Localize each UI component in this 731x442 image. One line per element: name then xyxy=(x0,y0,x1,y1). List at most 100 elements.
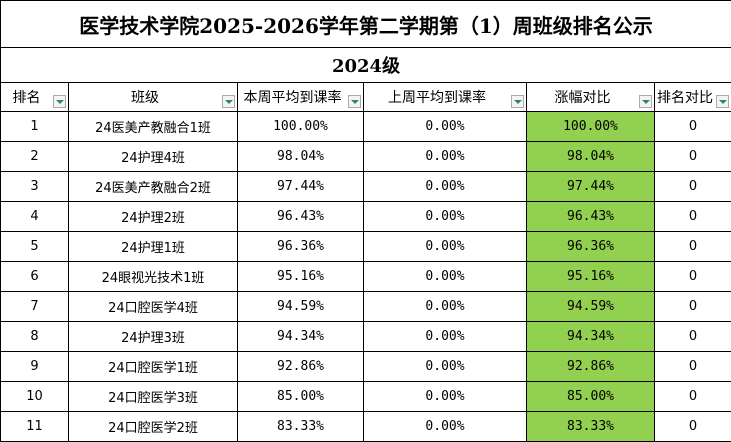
data-cell: 95.16% xyxy=(238,262,364,292)
data-cell: 0.00% xyxy=(364,202,527,232)
data-cell: 94.34% xyxy=(238,322,364,352)
header-row: 排名班级本周平均到课率上周平均到课率涨幅对比排名对比 xyxy=(1,83,731,112)
filter-button[interactable] xyxy=(53,95,66,108)
data-cell: 0 xyxy=(655,412,731,442)
header-cell: 本周平均到课率 xyxy=(238,83,364,112)
data-cell: 92.86% xyxy=(527,352,655,382)
data-cell: 96.36% xyxy=(527,232,655,262)
filter-button[interactable] xyxy=(348,95,361,108)
data-cell: 95.16% xyxy=(527,262,655,292)
data-cell: 24护理4班 xyxy=(69,142,238,172)
data-cell: 97.44% xyxy=(238,172,364,202)
data-cell: 24眼视光技术1班 xyxy=(69,262,238,292)
data-cell: 0 xyxy=(655,202,731,232)
data-cell: 0.00% xyxy=(364,262,527,292)
data-cell: 0 xyxy=(655,322,731,352)
sheet-subtitle: 2024级 xyxy=(1,48,731,83)
data-cell: 0.00% xyxy=(364,292,527,322)
data-cell: 0.00% xyxy=(364,352,527,382)
data-cell: 100.00% xyxy=(238,112,364,142)
data-cell: 0 xyxy=(655,232,731,262)
data-cell: 85.00% xyxy=(527,382,655,412)
data-cell: 9 xyxy=(1,352,69,382)
data-cell: 24口腔医学3班 xyxy=(69,382,238,412)
data-cell: 3 xyxy=(1,172,69,202)
data-cell: 8 xyxy=(1,322,69,352)
data-cell: 0.00% xyxy=(364,172,527,202)
data-cell: 1 xyxy=(1,112,69,142)
data-cell: 85.00% xyxy=(238,382,364,412)
data-cell: 24口腔医学2班 xyxy=(69,412,238,442)
data-cell: 0.00% xyxy=(364,412,527,442)
data-cell: 0 xyxy=(655,352,731,382)
data-cell: 83.33% xyxy=(238,412,364,442)
data-cell: 10 xyxy=(1,382,69,412)
data-cell: 11 xyxy=(1,412,69,442)
data-cell: 0 xyxy=(655,112,731,142)
header-cell: 上周平均到课率 xyxy=(364,83,527,112)
header-cell: 涨幅对比 xyxy=(527,83,655,112)
data-cell: 2 xyxy=(1,142,69,172)
data-cell: 0 xyxy=(655,382,731,412)
data-cell: 98.04% xyxy=(238,142,364,172)
sheet-title: 医学技术学院2025-2026学年第二学期第（1）周班级排名公示 xyxy=(1,1,731,48)
data-cell: 24护理2班 xyxy=(69,202,238,232)
data-cell: 83.33% xyxy=(527,412,655,442)
header-text: 涨幅对比 xyxy=(527,87,654,107)
data-cell: 0.00% xyxy=(364,322,527,352)
data-cell: 5 xyxy=(1,232,69,262)
data-cell: 24口腔医学1班 xyxy=(69,352,238,382)
data-cell: 92.86% xyxy=(238,352,364,382)
data-cell: 24口腔医学4班 xyxy=(69,292,238,322)
data-cell: 4 xyxy=(1,202,69,232)
header-text: 上周平均到课率 xyxy=(364,87,526,107)
data-cell: 0 xyxy=(655,172,731,202)
data-cell: 97.44% xyxy=(527,172,655,202)
data-cell: 96.43% xyxy=(238,202,364,232)
header-cell: 排名对比 xyxy=(655,83,731,112)
header-text: 班级 xyxy=(69,87,237,107)
data-cell: 0.00% xyxy=(364,142,527,172)
data-cell: 100.00% xyxy=(527,112,655,142)
filter-button[interactable] xyxy=(639,95,652,108)
data-cell: 24护理1班 xyxy=(69,232,238,262)
data-cell: 6 xyxy=(1,262,69,292)
data-cell: 0 xyxy=(655,292,731,322)
data-cell: 96.43% xyxy=(527,202,655,232)
data-cell: 94.59% xyxy=(238,292,364,322)
header-cell: 排名 xyxy=(1,83,69,112)
data-cell: 0.00% xyxy=(364,232,527,262)
data-cell: 24护理3班 xyxy=(69,322,238,352)
data-cell: 96.36% xyxy=(238,232,364,262)
title-row: 医学技术学院2025-2026学年第二学期第（1）周班级排名公示 xyxy=(1,1,731,48)
data-cell: 98.04% xyxy=(527,142,655,172)
data-cell: 0 xyxy=(655,142,731,172)
filter-button[interactable] xyxy=(511,95,524,108)
header-cell: 班级 xyxy=(69,83,238,112)
data-cell: 94.59% xyxy=(527,292,655,322)
data-cell: 24医美产教融合1班 xyxy=(69,112,238,142)
subtitle-row: 2024级 xyxy=(1,48,731,83)
data-cell: 0 xyxy=(655,262,731,292)
filter-button[interactable] xyxy=(716,95,729,108)
filter-button[interactable] xyxy=(222,95,235,108)
data-cell: 0.00% xyxy=(364,382,527,412)
data-cell: 94.34% xyxy=(527,322,655,352)
data-cell: 7 xyxy=(1,292,69,322)
data-cell: 0.00% xyxy=(364,112,527,142)
data-cell: 24医美产教融合2班 xyxy=(69,172,238,202)
